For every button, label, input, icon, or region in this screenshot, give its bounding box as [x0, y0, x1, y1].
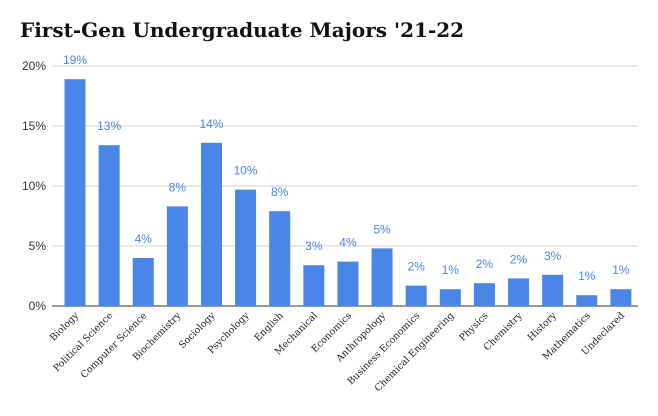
bars	[64, 79, 632, 306]
y-tick-label: 5%	[29, 239, 47, 253]
bar	[269, 211, 291, 306]
bar	[508, 278, 530, 306]
data-label: 1%	[612, 263, 630, 277]
data-label: 14%	[199, 117, 223, 131]
bar	[337, 261, 359, 306]
bar	[98, 145, 120, 306]
x-tick-label: Computer Science	[79, 310, 150, 381]
bar	[303, 265, 325, 306]
data-label: 4%	[339, 236, 357, 250]
x-tick-label: Physics	[457, 310, 490, 343]
bar	[576, 295, 598, 306]
y-tick-label: 0%	[29, 299, 47, 313]
data-label: 3%	[544, 249, 562, 263]
bar	[235, 189, 257, 306]
y-tick-label: 15%	[22, 119, 46, 133]
bar	[64, 79, 86, 306]
data-label: 4%	[135, 232, 153, 246]
bar	[132, 258, 154, 306]
y-tick-label: 20%	[22, 59, 46, 73]
data-label: 1%	[578, 269, 596, 283]
data-label: 2%	[476, 257, 494, 271]
data-label: 13%	[97, 119, 121, 133]
data-label: 2%	[510, 252, 528, 266]
bar	[200, 142, 222, 306]
data-label: 19%	[63, 53, 87, 67]
data-label: 10%	[234, 164, 258, 178]
bar	[473, 283, 495, 306]
data-label: 5%	[373, 222, 391, 236]
y-tick-label: 10%	[22, 179, 46, 193]
x-tick-label: History	[526, 310, 559, 343]
bar	[439, 289, 461, 306]
bar	[166, 206, 188, 306]
bar	[371, 248, 393, 306]
data-label: 2%	[408, 260, 426, 274]
bar	[610, 289, 632, 306]
bar	[542, 274, 564, 306]
chart-title: First-Gen Undergraduate Majors '21-22	[20, 18, 465, 42]
x-tick-label: Political Science	[51, 310, 115, 374]
data-label: 8%	[169, 180, 187, 194]
y-axis-ticks: 0% 5% 10% 15% 20%	[22, 59, 46, 313]
data-label: 3%	[305, 239, 323, 253]
data-labels: 19% 13% 4% 8% 14% 10% 8% 3% 4% 5% 2% 1% 2% 2% 3% 1% 1%	[63, 53, 630, 283]
x-tick-label: English	[252, 310, 285, 343]
data-label: 8%	[271, 185, 289, 199]
x-tick-label: Biology	[48, 310, 82, 344]
data-label: 1%	[442, 263, 460, 277]
bar	[405, 285, 427, 306]
